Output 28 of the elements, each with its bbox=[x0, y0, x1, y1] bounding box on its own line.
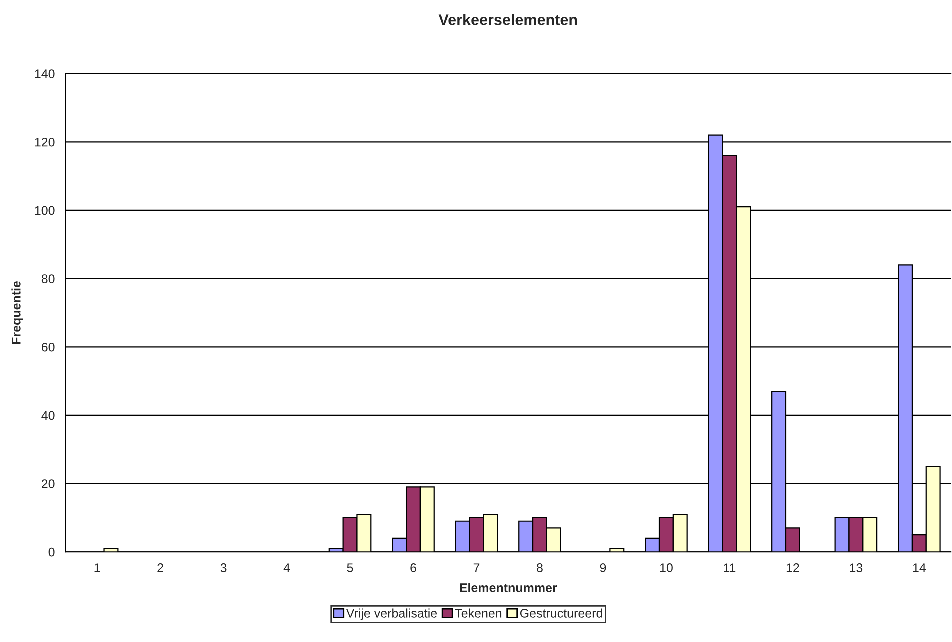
x-tick-label: 7 bbox=[474, 564, 480, 572]
y-tick-label: 80 bbox=[42, 274, 55, 284]
x-tick-label: 13 bbox=[850, 564, 863, 572]
x-tick-label: 12 bbox=[786, 564, 800, 572]
x-tick-label: 14 bbox=[913, 564, 926, 572]
x-tick-label: 11 bbox=[724, 564, 736, 572]
y-tick-label: 140 bbox=[35, 70, 55, 78]
y-tick-label: 120 bbox=[35, 138, 55, 147]
x-tick-label: 4 bbox=[284, 564, 290, 572]
y-tick-label: 60 bbox=[42, 342, 55, 352]
x-tick-label: 10 bbox=[660, 564, 673, 572]
x-tick-label: 5 bbox=[347, 564, 354, 572]
y-tick-label: 0 bbox=[48, 548, 55, 557]
legend-label: Tekenen bbox=[455, 608, 502, 618]
x-tick-label: 8 bbox=[537, 564, 543, 572]
x-tick-label: 3 bbox=[220, 564, 227, 572]
legend-label: Vrije verbalisatie bbox=[346, 608, 438, 620]
x-tick-label: 9 bbox=[600, 564, 606, 572]
y-tick-label: 100 bbox=[35, 206, 55, 216]
chart-title: Verkeerselementen bbox=[438, 14, 578, 26]
y-tick-label: 40 bbox=[42, 411, 55, 420]
x-tick-label: 2 bbox=[158, 564, 164, 572]
x-tick-label: 1 bbox=[94, 564, 100, 572]
x-tick-label: 6 bbox=[410, 564, 416, 572]
x-axis-title: Elementnummer bbox=[460, 583, 558, 592]
y-tick-label: 20 bbox=[42, 480, 55, 488]
y-axis-title: Frequentie bbox=[12, 281, 24, 344]
legend-label: Gestructureerd bbox=[520, 608, 602, 618]
